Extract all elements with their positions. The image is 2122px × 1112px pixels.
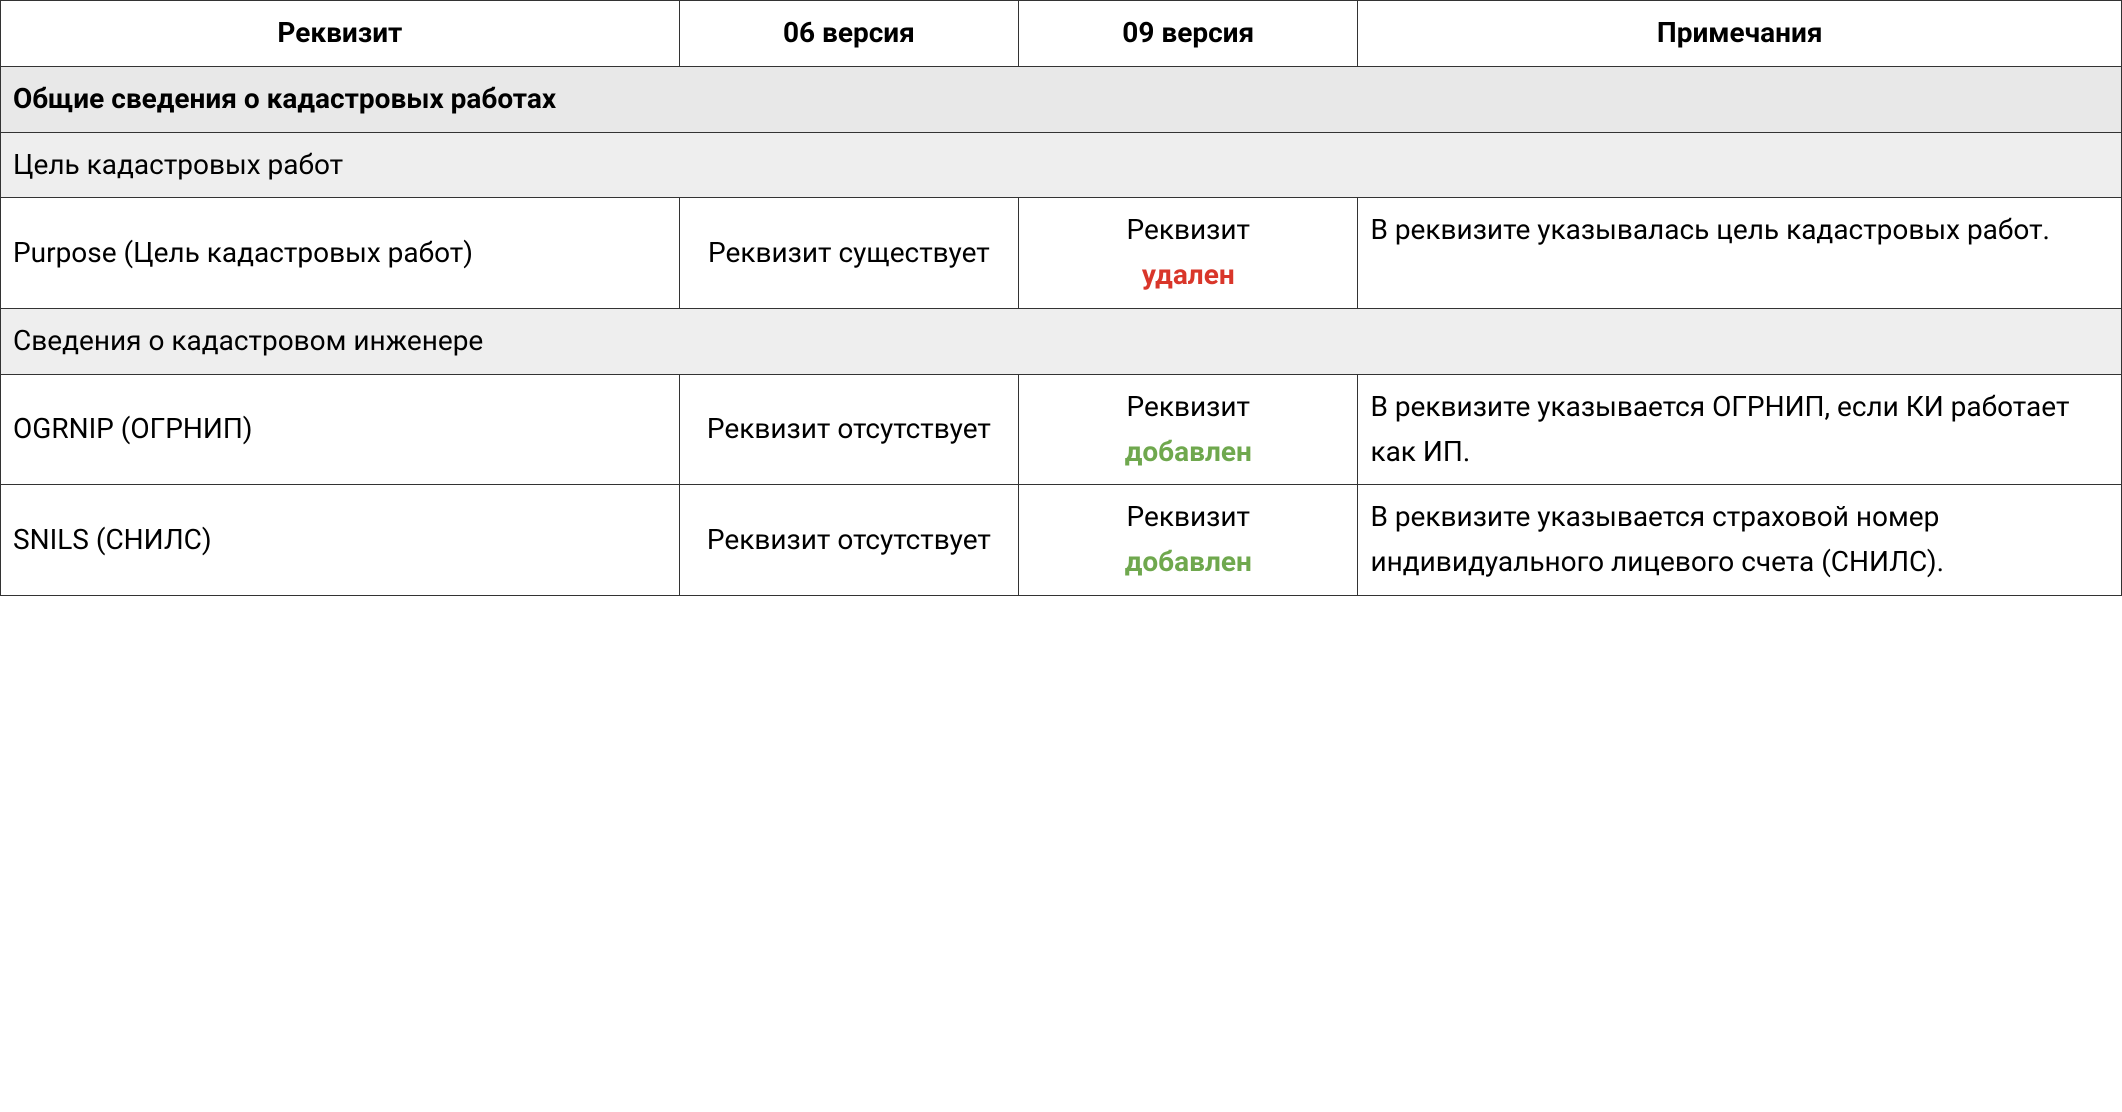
status-prefix: Реквизит xyxy=(1127,213,1250,246)
cell-v06: Реквизит отсутствует xyxy=(679,374,1018,485)
cell-note: В реквизите указывается ОГРНИП, если КИ … xyxy=(1358,374,2122,485)
header-row: Реквизит 06 версия 09 версия Примечания xyxy=(1,1,2122,67)
table-row: SNILS (СНИЛС) Реквизит отсутствует Рекви… xyxy=(1,485,2122,596)
cell-attribute: Purpose (Цель кадастровых работ) xyxy=(1,198,680,309)
header-attribute: Реквизит xyxy=(1,1,680,67)
cell-v06: Реквизит отсутствует xyxy=(679,485,1018,596)
status-added: добавлен xyxy=(1031,430,1345,475)
header-notes: Примечания xyxy=(1358,1,2122,67)
subsection-header: Сведения о кадастровом инженере xyxy=(1,308,2122,374)
subsection-header: Цель кадастровых работ xyxy=(1,132,2122,198)
cell-v06: Реквизит существует xyxy=(679,198,1018,309)
cell-attribute: OGRNIP (ОГРНИП) xyxy=(1,374,680,485)
table-row: OGRNIP (ОГРНИП) Реквизит отсутствует Рек… xyxy=(1,374,2122,485)
status-added: добавлен xyxy=(1031,540,1345,585)
cell-v09: Реквизит удален xyxy=(1019,198,1358,309)
table-row: Purpose (Цель кадастровых работ) Реквизи… xyxy=(1,198,2122,309)
status-prefix: Реквизит xyxy=(1127,390,1250,423)
section-header: Общие сведения о кадастровых работах xyxy=(1,66,2122,132)
header-v06: 06 версия xyxy=(679,1,1018,67)
status-prefix: Реквизит xyxy=(1127,500,1250,533)
comparison-table: Реквизит 06 версия 09 версия Примечания … xyxy=(0,0,2122,596)
header-v09: 09 версия xyxy=(1019,1,1358,67)
cell-v09: Реквизит добавлен xyxy=(1019,374,1358,485)
cell-v09: Реквизит добавлен xyxy=(1019,485,1358,596)
cell-note: В реквизите указывалась цель кадастровых… xyxy=(1358,198,2122,309)
status-removed: удален xyxy=(1031,253,1345,298)
cell-attribute: SNILS (СНИЛС) xyxy=(1,485,680,596)
cell-note: В реквизите указывается страховой номер … xyxy=(1358,485,2122,596)
